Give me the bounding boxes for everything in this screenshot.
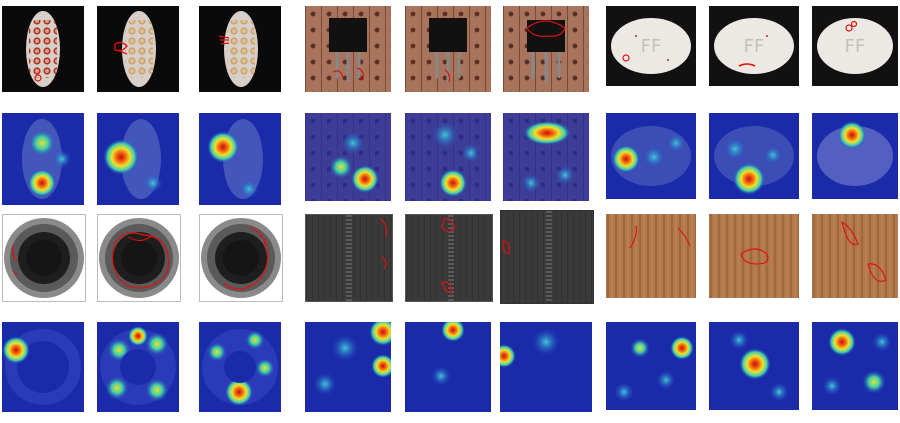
sample-transistor-1 [305, 6, 391, 92]
sample-bottle-2 [97, 214, 181, 302]
heatmap-zipper-2 [405, 322, 491, 412]
sample-transistor-2 [405, 6, 491, 92]
heatmap-cell-tray-3 [199, 113, 281, 205]
heatmap-wood-3 [812, 322, 898, 410]
heatmap-bottle-2 [97, 322, 179, 412]
heatmap-cell-tray-2 [97, 113, 179, 205]
heatmap-zipper-1 [305, 322, 391, 412]
sample-wood-2 [709, 214, 799, 298]
heatmap-zipper-3 [500, 322, 592, 412]
sample-zipper-1 [305, 214, 393, 302]
heatmap-pill-2 [709, 113, 799, 199]
heatmap-cell-tray-1 [2, 113, 84, 205]
heatmap-wood-2 [709, 322, 799, 410]
heatmap-pill-1 [606, 113, 696, 199]
heatmap-transistor-2 [405, 113, 491, 201]
sample-pill-3: FF [812, 6, 898, 86]
heatmap-bottle-3 [199, 322, 281, 412]
heatmap-bottle-1 [2, 322, 84, 412]
sample-cell-tray-2 [97, 6, 179, 92]
heatmap-pill-3 [812, 113, 898, 199]
heatmap-transistor-3 [503, 113, 589, 201]
sample-bottle-1 [2, 214, 86, 302]
heatmap-transistor-1 [305, 113, 391, 201]
sample-cell-tray-3 [199, 6, 281, 92]
sample-transistor-3 [503, 6, 589, 92]
sample-pill-1: FF [606, 6, 696, 86]
sample-bottle-3 [199, 214, 283, 302]
pill-marking: FF [641, 36, 662, 57]
pill-marking: FF [845, 36, 866, 57]
heatmap-wood-1 [606, 322, 696, 410]
sample-zipper-3 [500, 210, 594, 304]
sample-wood-1 [606, 214, 696, 298]
sample-wood-3 [812, 214, 898, 298]
pill-marking: FF [744, 36, 765, 57]
sample-pill-2: FF [709, 6, 799, 86]
sample-cell-tray-1 [2, 6, 84, 92]
sample-zipper-2 [405, 214, 493, 302]
